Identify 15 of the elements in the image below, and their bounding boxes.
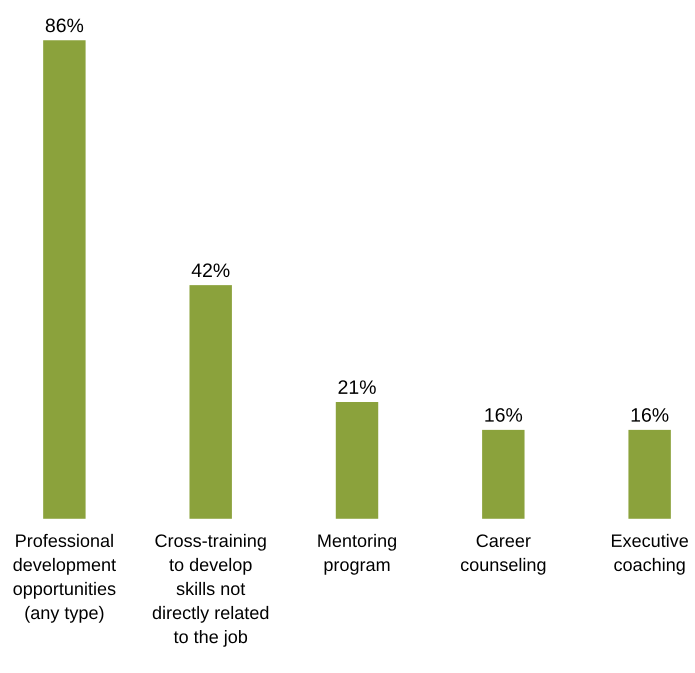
x-tick-label: Career counseling (460, 534, 546, 575)
bar (43, 40, 86, 519)
x-tick-label: Professional development opportunities (any type) (13, 534, 116, 623)
data-label: 16% (632, 408, 668, 422)
bar (482, 430, 525, 519)
bar (336, 402, 378, 519)
bar (189, 285, 232, 519)
x-tick-label: Executive coaching (612, 534, 688, 575)
data-label: 16% (485, 408, 522, 422)
data-label: 21% (338, 380, 376, 394)
data-label: 42% (192, 263, 230, 278)
bar (628, 430, 671, 519)
x-tick-label: Cross-training to develop skills not directly related to the job (152, 534, 268, 647)
data-label: 86% (46, 18, 84, 32)
x-tick-label: Mentoring program (318, 534, 396, 575)
